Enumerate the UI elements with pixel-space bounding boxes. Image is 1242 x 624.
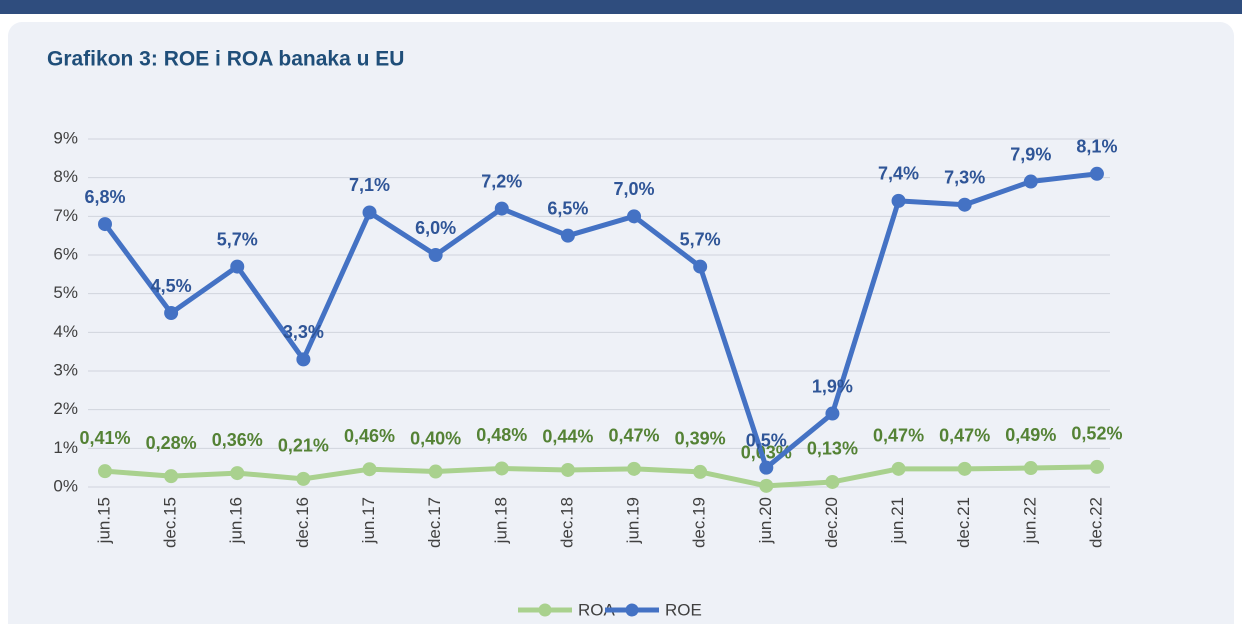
point [759, 478, 774, 493]
x-tick-label: jun.22 [1020, 497, 1039, 544]
x-tick-label: dec.20 [822, 497, 841, 548]
top-bar [0, 0, 1242, 14]
point [957, 461, 972, 476]
point [230, 466, 245, 481]
data-label: 0,49% [1005, 425, 1056, 445]
point [98, 464, 112, 479]
x-tick-label: jun.20 [756, 497, 775, 544]
point [164, 469, 179, 484]
data-label: 7,1% [349, 175, 390, 195]
y-tick-label: 0% [53, 476, 78, 495]
series-line [102, 171, 1098, 471]
x-tick-label: jun.21 [888, 497, 907, 544]
data-label: 0,52% [1071, 424, 1122, 444]
data-label: 7,4% [878, 164, 919, 184]
data-label: 0,28% [146, 433, 197, 453]
point [362, 462, 377, 477]
legend-marker [625, 603, 639, 617]
data-label: 0,39% [675, 429, 726, 449]
data-label: 7,2% [481, 171, 522, 191]
y-tick-label: 4% [53, 322, 78, 341]
point [428, 248, 443, 262]
data-label: 0,48% [476, 425, 527, 445]
data-label: 8,1% [1076, 137, 1117, 157]
point [1023, 174, 1038, 189]
legend-marker [538, 603, 552, 617]
point [494, 461, 509, 476]
y-tick-label: 5% [53, 283, 78, 302]
point [230, 259, 245, 274]
x-tick-label: jun.19 [624, 497, 643, 544]
y-tick-label: 9% [53, 128, 78, 147]
point [164, 306, 179, 320]
y-tick-label: 2% [53, 399, 78, 418]
y-tick-label: 7% [53, 206, 78, 225]
data-label: 0,47% [873, 426, 924, 446]
point [627, 461, 642, 476]
data-label: 0,40% [410, 428, 461, 448]
data-label: 0,5% [746, 430, 787, 450]
x-tick-label: dec.17 [425, 497, 444, 548]
data-label: 0,41% [79, 428, 130, 448]
y-tick-label: 6% [53, 244, 78, 263]
data-label: 0,47% [609, 426, 660, 446]
x-tick-label: dec.18 [557, 497, 576, 548]
point [957, 197, 972, 212]
point [627, 209, 642, 224]
x-tick-label: jun.16 [227, 497, 246, 544]
point [296, 471, 311, 486]
point [1089, 166, 1104, 181]
data-label: 6,0% [415, 218, 456, 238]
y-tick-label: 1% [53, 438, 78, 457]
x-tick-label: dec.22 [1086, 497, 1105, 548]
point [494, 201, 509, 216]
point [891, 193, 906, 208]
data-label: 7,9% [1010, 144, 1051, 164]
data-label: 0,13% [807, 439, 858, 459]
x-tick-label: jun.17 [359, 497, 378, 544]
data-label: 5,7% [680, 229, 721, 249]
x-tick-label: dec.16 [293, 497, 312, 548]
legend-label: ROE [665, 600, 702, 619]
data-label: 0,47% [939, 426, 990, 446]
data-label: 0,46% [344, 426, 395, 446]
point [428, 464, 443, 479]
data-label: 7,0% [614, 179, 655, 199]
panel [8, 22, 1234, 624]
point [296, 352, 311, 367]
point [98, 217, 112, 232]
point [560, 228, 575, 243]
series-line [104, 464, 1097, 489]
point [693, 259, 708, 274]
x-tick-label: dec.19 [690, 497, 709, 548]
data-label: 6,5% [547, 198, 588, 218]
chart-title: Grafikon 3: ROE i ROA banaka u EU [47, 48, 404, 71]
point [693, 464, 708, 479]
point [560, 462, 575, 477]
y-tick-label: 8% [53, 167, 78, 186]
x-tick-label: jun.15 [94, 497, 113, 544]
point [1089, 459, 1104, 474]
data-label: 0,21% [278, 436, 329, 456]
x-tick-label: dec.15 [161, 497, 180, 548]
data-label: 7,3% [944, 167, 985, 187]
data-label: 6,8% [84, 187, 125, 207]
point [759, 460, 774, 475]
data-label: 4,5% [151, 276, 192, 296]
data-label: 3,3% [283, 322, 324, 342]
point [825, 406, 840, 421]
y-tick-label: 3% [53, 360, 78, 379]
data-label: 0,44% [542, 427, 593, 447]
data-label: 5,7% [217, 229, 258, 249]
point [362, 205, 377, 220]
legend-label: ROA [578, 600, 616, 619]
x-tick-label: dec.21 [954, 497, 973, 548]
data-label: 0,36% [212, 430, 263, 450]
point [825, 474, 840, 489]
x-tick-label: jun.18 [491, 497, 510, 544]
point [1023, 461, 1038, 476]
data-label: 1,9% [812, 376, 853, 396]
point [891, 461, 906, 476]
